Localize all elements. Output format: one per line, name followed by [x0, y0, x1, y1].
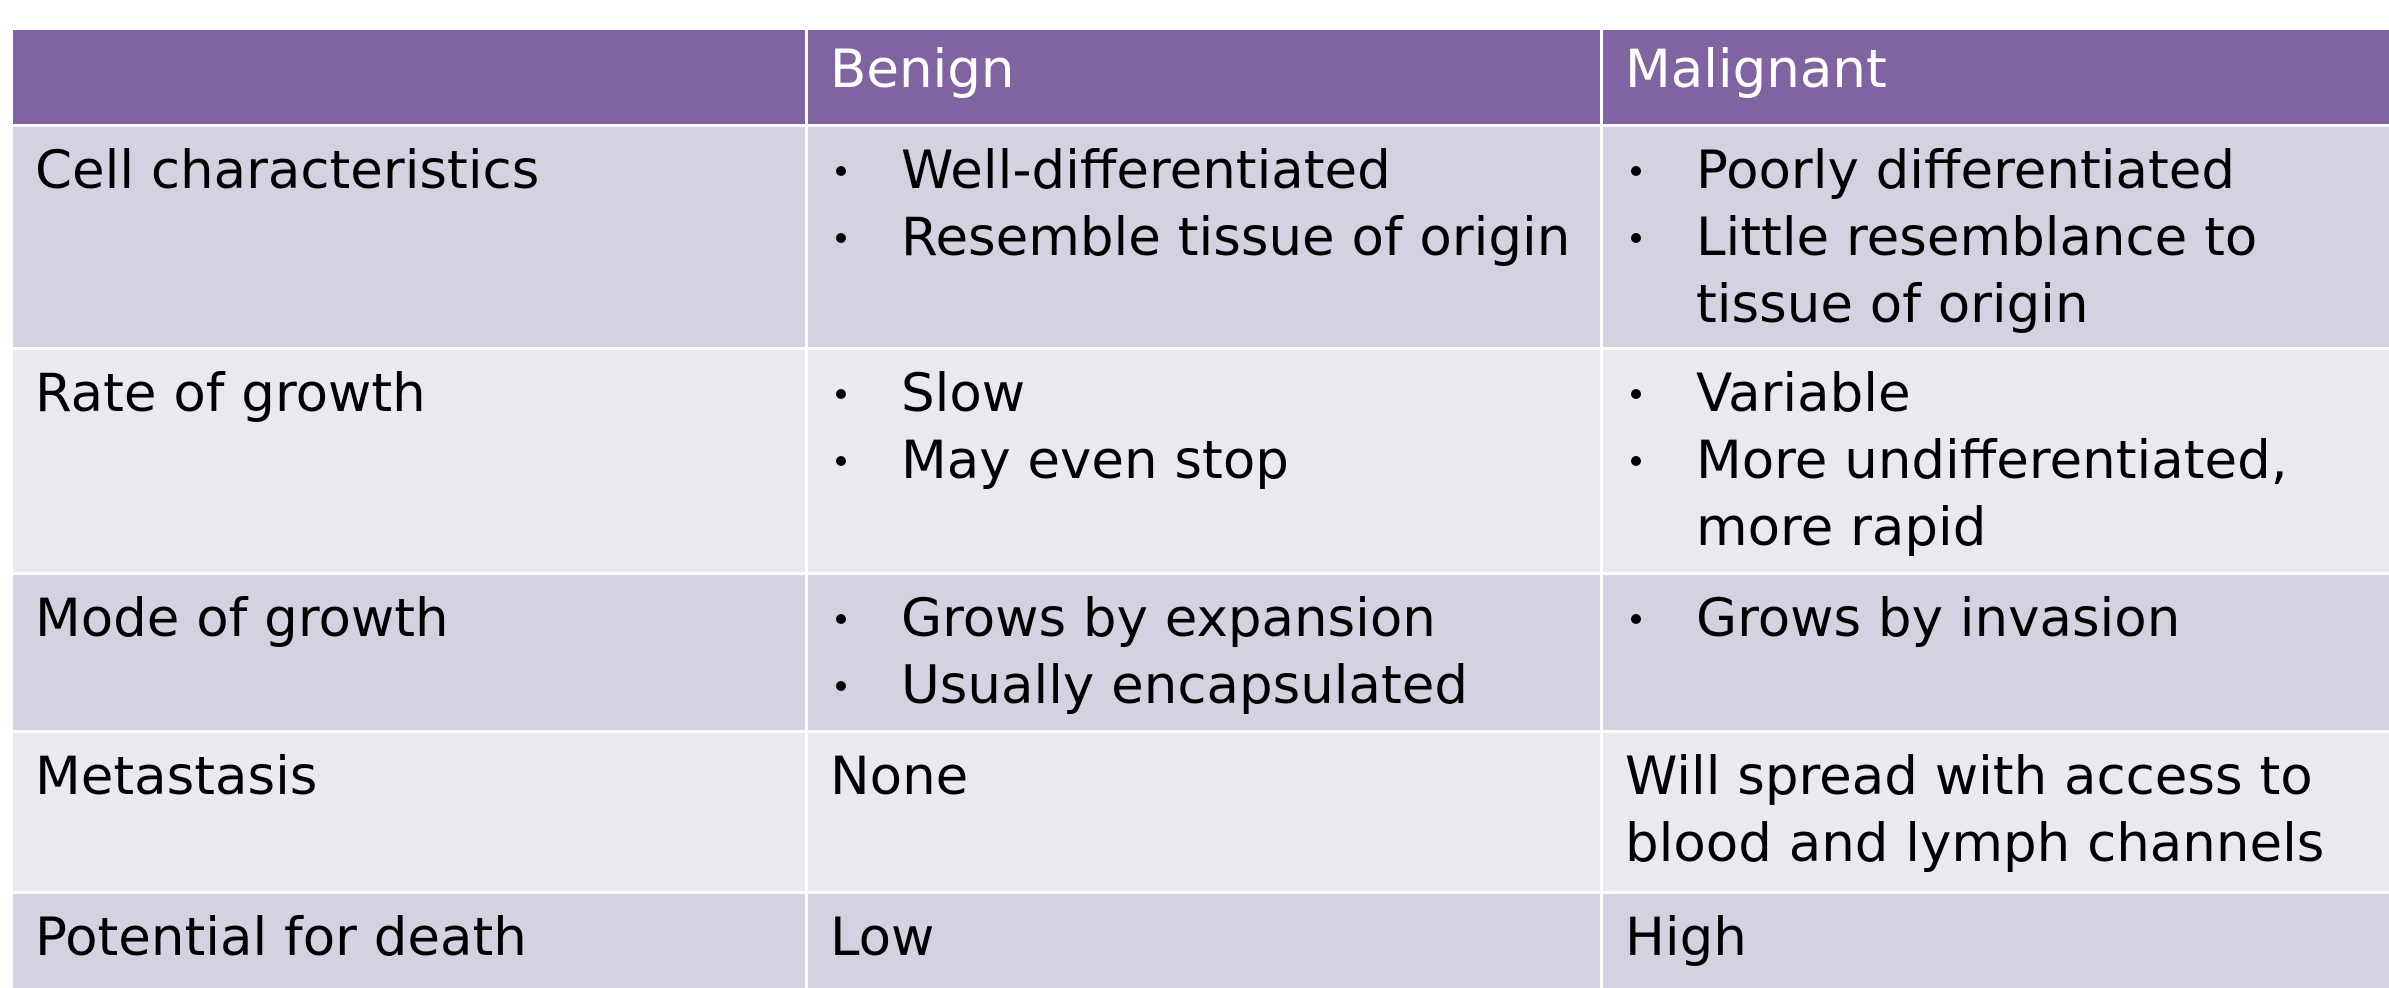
row-label-rate-of-growth: Rate of growth [13, 350, 805, 572]
row-label-potential-for-death: Potential for death [13, 894, 805, 988]
cell-text-line: Will spread with access to [1625, 746, 2313, 807]
list-item-line: more rapid [1696, 497, 1987, 558]
list-item: Grows by expansion [830, 585, 1576, 652]
list-item: Slow [830, 360, 1576, 427]
cell-benign-cell-characteristics: Well-differentiated Resemble tissue of o… [808, 127, 1600, 347]
list-item: Variable [1625, 360, 2371, 427]
list-item-line: Little resemblance to [1696, 207, 2258, 268]
cell-malignant-cell-characteristics: Poorly differentiated Little resemblance… [1603, 127, 2389, 347]
cell-benign-potential-for-death: Low [808, 894, 1600, 988]
list-item-line: Variable [1696, 363, 1911, 424]
cell-malignant-potential-for-death: High [1603, 894, 2389, 988]
list-item-line: Poorly differentiated [1696, 140, 2235, 201]
list-item: More undifferentiated, more rapid [1625, 427, 2371, 561]
cell-benign-metastasis: None [808, 733, 1600, 891]
list-item-line: tissue of origin [1696, 274, 2089, 335]
cell-text-line: High [1625, 907, 1747, 968]
cell-benign-rate-of-growth: Slow May even stop [808, 350, 1600, 572]
header-empty-cell [13, 30, 805, 124]
cell-malignant-metastasis: Will spread with access to blood and lym… [1603, 733, 2389, 891]
list-item: Little resemblance to tissue of origin [1625, 204, 2371, 338]
list-item: Well-differentiated [830, 137, 1576, 204]
row-label-cell-characteristics: Cell characteristics [13, 127, 805, 347]
cell-malignant-mode-of-growth: Grows by invasion [1603, 575, 2389, 730]
header-malignant: Malignant [1603, 30, 2389, 124]
list-item: Usually encapsulated [830, 652, 1576, 719]
list-item: May even stop [830, 427, 1576, 494]
row-label-metastasis: Metastasis [13, 733, 805, 891]
comparison-table: Benign Malignant Cell characteristics We… [13, 30, 2389, 988]
list-item-line: Grows by invasion [1696, 588, 2181, 649]
cell-malignant-rate-of-growth: Variable More undifferentiated, more rapi… [1603, 350, 2389, 572]
row-label-mode-of-growth: Mode of growth [13, 575, 805, 730]
list-item-line: More undifferentiated, [1696, 430, 2288, 491]
cell-benign-mode-of-growth: Grows by expansion Usually encapsulated [808, 575, 1600, 730]
list-item: Poorly differentiated [1625, 137, 2371, 204]
header-benign: Benign [808, 30, 1600, 124]
list-item: Grows by invasion [1625, 585, 2371, 652]
cell-text-line: blood and lymph channels [1625, 813, 2325, 874]
list-item: Resemble tissue of origin [830, 204, 1576, 271]
